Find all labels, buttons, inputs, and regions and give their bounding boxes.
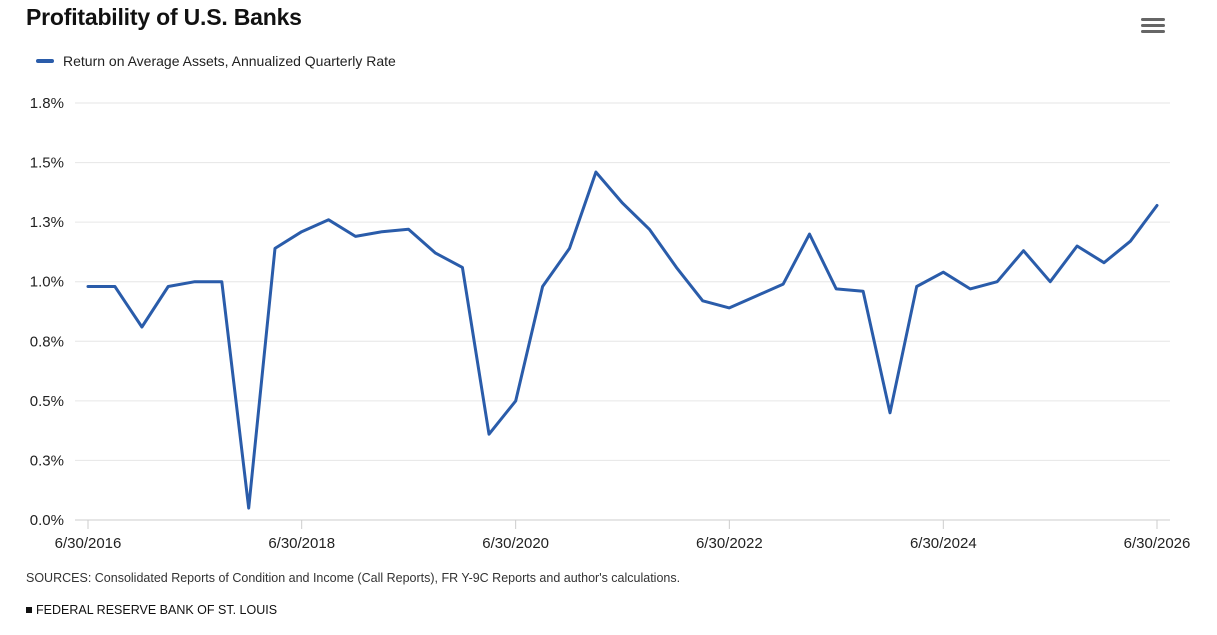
x-tick-label: 6/30/2016	[55, 535, 122, 552]
footer-text: FEDERAL RESERVE BANK OF ST. LOUIS	[36, 603, 278, 617]
gridlines	[75, 102, 1170, 521]
sources-note: SOURCES: Consolidated Reports of Conditi…	[26, 571, 681, 585]
y-tick-label: 1.3%	[30, 214, 64, 231]
legend-swatch	[36, 59, 54, 63]
line-chart: 0.0% 0.3% 0.5% 0.8% 1.0% 1.3% 1.5% 1.8% 6/30/20…	[30, 95, 1191, 552]
footer-credit: FEDERAL RESERVE BANK OF ST. LOUIS	[26, 603, 277, 617]
y-tick-label: 0.5%	[30, 393, 64, 410]
series-line-roaa	[86, 170, 1159, 510]
footer-square-icon	[26, 607, 32, 613]
x-tick-label: 6/30/2018	[268, 535, 335, 552]
x-tick-label: 6/30/2020	[482, 535, 549, 552]
y-tick-label: 1.0%	[30, 274, 64, 291]
x-axis: 6/30/2016 6/30/2018 6/30/2020 6/30/2022 6/30…	[55, 520, 1191, 552]
y-tick-label: 1.5%	[30, 155, 64, 172]
series-group	[86, 170, 1159, 510]
chart-title: Profitability of U.S. Banks	[26, 4, 302, 30]
legend-label: Return on Average Assets, Annualized Qua…	[63, 53, 396, 69]
y-tick-label: 0.8%	[30, 333, 64, 350]
legend-item[interactable]: Return on Average Assets, Annualized Qua…	[36, 51, 396, 71]
x-tick-label: 6/30/2024	[910, 535, 977, 552]
hamburger-menu-icon[interactable]	[1141, 16, 1165, 38]
y-tick-label: 0.3%	[30, 452, 64, 469]
x-tick-label: 6/30/2022	[696, 535, 763, 552]
x-tick-label: 6/30/2026	[1124, 535, 1191, 552]
y-tick-label: 0.0%	[30, 512, 64, 529]
y-axis-ticks: 0.0% 0.3% 0.5% 0.8% 1.0% 1.3% 1.5% 1.8%	[30, 95, 64, 529]
y-tick-label: 1.8%	[30, 95, 64, 112]
